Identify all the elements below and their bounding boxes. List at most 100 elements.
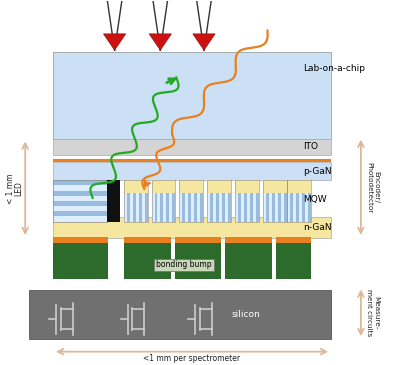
Bar	[124, 180, 148, 193]
Polygon shape	[193, 34, 215, 50]
Bar	[53, 191, 107, 196]
Bar	[124, 193, 127, 222]
Text: <1 mm per spectrometer: <1 mm per spectrometer	[144, 354, 241, 363]
Text: silicon: silicon	[232, 310, 260, 319]
Bar	[53, 180, 107, 222]
Bar	[308, 193, 311, 222]
Bar	[253, 193, 256, 222]
Bar	[53, 196, 107, 201]
Bar	[152, 180, 175, 222]
Bar	[191, 193, 194, 222]
Bar	[305, 193, 308, 222]
Bar	[158, 193, 160, 222]
Bar	[275, 193, 278, 222]
Bar	[238, 193, 241, 222]
Bar	[139, 193, 142, 222]
Bar	[276, 243, 311, 280]
Bar	[53, 237, 108, 243]
Text: Measure-
ment circuits: Measure- ment circuits	[366, 289, 379, 337]
Polygon shape	[149, 34, 172, 50]
Bar	[263, 193, 266, 222]
Bar	[197, 193, 200, 222]
Bar	[188, 193, 191, 222]
Bar	[124, 243, 171, 280]
Bar	[179, 193, 182, 222]
Bar	[207, 180, 231, 222]
Bar	[207, 193, 210, 222]
Bar	[160, 193, 164, 222]
Bar	[174, 243, 222, 280]
Bar	[241, 193, 244, 222]
Text: p-GaN: p-GaN	[303, 166, 332, 176]
Bar	[152, 193, 154, 222]
Bar	[286, 193, 290, 222]
Bar	[164, 193, 166, 222]
Bar	[247, 193, 250, 222]
Bar	[174, 237, 222, 243]
Bar	[53, 139, 331, 155]
Polygon shape	[104, 34, 126, 50]
Text: Lab-on-a-chip: Lab-on-a-chip	[303, 64, 365, 73]
Text: bonding bump: bonding bump	[156, 261, 212, 269]
Bar	[172, 193, 175, 222]
Bar	[53, 180, 107, 185]
Bar	[263, 180, 286, 222]
Bar	[53, 162, 331, 180]
Bar	[53, 216, 107, 222]
Bar	[124, 180, 148, 222]
Bar	[53, 52, 331, 139]
Bar	[225, 193, 228, 222]
Bar	[290, 193, 293, 222]
Bar	[53, 185, 107, 191]
Bar	[302, 193, 305, 222]
Bar	[107, 180, 120, 222]
Bar	[53, 211, 107, 216]
Bar	[152, 180, 175, 193]
Bar	[272, 193, 275, 222]
Bar	[293, 193, 296, 222]
Bar	[130, 193, 133, 222]
Bar	[222, 193, 225, 222]
Bar	[136, 193, 139, 222]
Bar	[170, 193, 172, 222]
Bar	[53, 201, 107, 206]
Bar	[266, 193, 269, 222]
Bar	[244, 193, 247, 222]
Bar	[269, 193, 272, 222]
Bar	[263, 180, 286, 193]
Bar	[284, 193, 286, 222]
Bar	[281, 193, 284, 222]
Bar	[226, 243, 272, 280]
Bar	[216, 193, 219, 222]
Bar	[53, 159, 331, 162]
Bar	[286, 180, 311, 193]
Bar	[256, 193, 259, 222]
Bar	[127, 193, 130, 222]
Bar	[250, 193, 253, 222]
Bar	[142, 193, 144, 222]
Bar	[278, 193, 281, 222]
Bar	[286, 180, 311, 222]
Bar	[124, 237, 171, 243]
Bar	[219, 193, 222, 222]
Bar	[166, 193, 170, 222]
Bar	[207, 180, 231, 193]
Text: MQW: MQW	[303, 195, 327, 204]
Bar	[226, 237, 272, 243]
Text: < 1 mm: < 1 mm	[6, 173, 16, 204]
Bar	[235, 180, 259, 222]
Text: LED: LED	[14, 181, 23, 196]
Bar	[299, 193, 302, 222]
Bar	[210, 193, 213, 222]
Bar	[179, 180, 203, 222]
Bar	[276, 237, 311, 243]
Bar	[182, 193, 185, 222]
Bar	[53, 206, 107, 211]
Text: ITO: ITO	[303, 142, 318, 151]
Bar	[179, 180, 203, 193]
Bar	[133, 193, 136, 222]
Bar	[154, 193, 158, 222]
Bar	[53, 243, 108, 280]
Bar	[213, 193, 216, 222]
Bar	[185, 193, 188, 222]
